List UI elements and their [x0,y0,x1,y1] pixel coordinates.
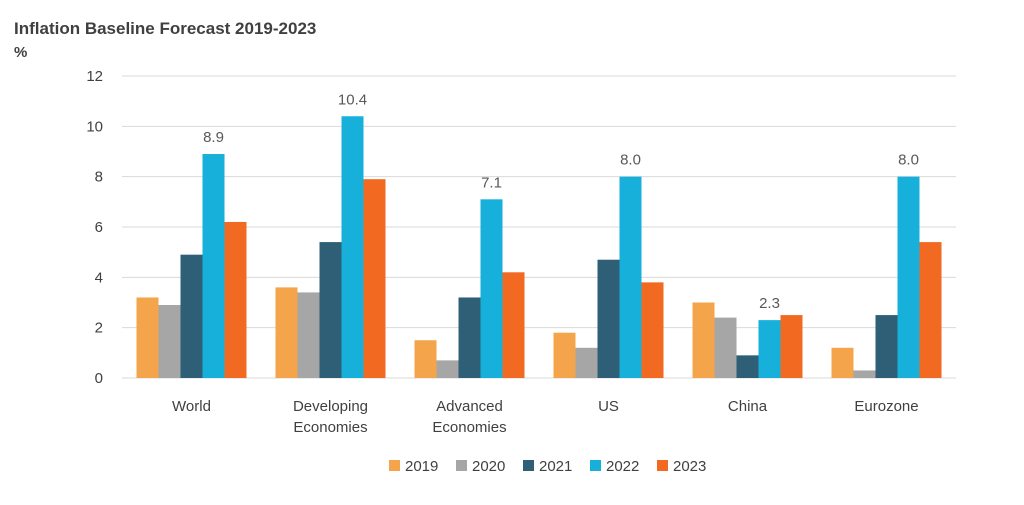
bar-2021 [458,297,481,378]
bar-2022 [619,176,642,378]
bar-2019 [136,297,159,378]
legend-label: 2022 [606,458,639,475]
bar-2021 [180,254,203,378]
chart-title: Inflation Baseline Forecast 2019-2023 [14,19,317,38]
legend-swatch-2019 [389,460,400,471]
x-category-label: Eurozone [854,398,918,415]
data-label: 10.4 [338,91,367,108]
x-category-label: Advanced [436,398,503,415]
data-label: 7.1 [481,174,502,191]
y-tick-label: 8 [95,169,103,186]
bar-2021 [736,355,759,378]
y-tick-label: 2 [95,320,103,337]
bar-2020 [853,370,876,378]
x-category-label: China [728,398,768,415]
bar-2019 [414,340,437,378]
bar-2020 [575,347,598,378]
legend-swatch-2022 [590,460,601,471]
legend-swatch-2023 [657,460,668,471]
bar-2022 [341,116,364,379]
legend-swatch-2020 [456,460,467,471]
bar-2023 [641,282,664,378]
legend-swatch-2021 [523,460,534,471]
bar-2020 [436,360,459,378]
x-category-label: US [598,398,619,415]
bar-2021 [875,315,898,378]
bar-2022 [897,176,920,378]
bar-2023 [502,272,525,378]
bar-2020 [158,305,181,378]
bar-2023 [919,242,942,378]
data-label: 8.0 [620,152,641,169]
bar-2019 [553,332,576,378]
bar-2022 [480,199,503,378]
x-axis-categories: World Developing Economies Advanced Economie… [172,398,919,436]
bar-2021 [319,242,342,378]
legend-label: 2023 [673,458,706,475]
gridlines [122,75,956,379]
bar-2021 [597,259,620,378]
x-category-label: Economies [432,419,506,436]
bar-2023 [224,221,247,378]
legend-label: 2020 [472,458,505,475]
bar-2022 [202,154,225,378]
y-tick-label: 0 [95,370,103,387]
bar-2020 [297,292,320,378]
x-category-label: Developing [293,398,368,415]
bar-2019 [692,302,715,378]
bar-2019 [831,347,854,378]
x-category-label: Economies [293,419,367,436]
data-label: 8.9 [203,129,224,146]
data-label: 8.0 [898,152,919,169]
y-axis-ticks: 0 2 4 6 8 10 12 [86,68,103,387]
legend-label: 2021 [539,458,572,475]
x-category-label: World [172,398,211,415]
y-tick-label: 10 [86,118,103,135]
bar-2023 [780,315,803,378]
bar-2023 [363,179,386,378]
bar-2022 [758,320,781,378]
data-labels: 8.9 10.4 7.1 8.0 2.3 8.0 [203,91,919,312]
bar-2020 [714,317,737,378]
data-label: 2.3 [759,295,780,312]
y-unit-label: % [14,44,28,61]
bars [136,116,942,379]
y-tick-label: 4 [95,269,103,286]
legend-label: 2019 [405,458,438,475]
legend: 2019 2020 2021 2022 2023 [389,458,706,475]
y-tick-label: 12 [86,68,103,85]
y-tick-label: 6 [95,219,103,236]
bar-2019 [275,287,298,378]
